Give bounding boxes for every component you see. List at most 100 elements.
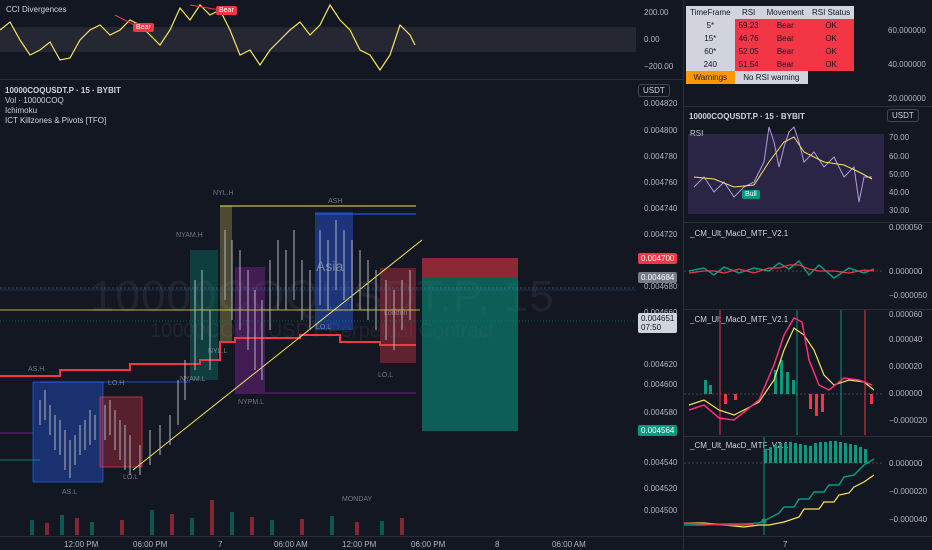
- macd1-title[interactable]: _CM_Ult_MacD_MTF_V2.1: [690, 229, 789, 238]
- rsi-label: RSI: [690, 129, 704, 138]
- macd3-axis-tick: −0.000020: [889, 487, 928, 496]
- rsi-row-tf: 15*: [704, 34, 717, 43]
- price-tick: 0.004500: [644, 506, 678, 515]
- zone-label-lo-l-1: LO.L: [123, 474, 139, 481]
- rsi-axis-tick: 50.00: [889, 170, 910, 179]
- rsi-axis-tick: 60.00: [889, 152, 910, 161]
- rsi-row-move: Bear: [762, 32, 808, 45]
- indicator-ichimoku[interactable]: Ichimoku: [5, 106, 38, 115]
- time-tick: 06:00 PM: [133, 540, 168, 549]
- price-tick: 0.004580: [644, 408, 678, 417]
- rsi-row-tf: 5*: [706, 21, 715, 30]
- zone-label-london: London: [384, 310, 408, 317]
- macd1-axis-tick: 0.000050: [889, 223, 923, 232]
- price-tick: 0.004720: [644, 230, 678, 239]
- time-tick: 7: [218, 540, 223, 549]
- rsi-row-value: 46.76: [734, 32, 763, 45]
- zone-label-nyl-h: NYL.H: [213, 190, 234, 197]
- rsi-row-status: OK: [807, 58, 855, 71]
- macd2-plot: [684, 310, 884, 435]
- rsi-row-status: OK: [807, 19, 855, 32]
- zone-label-nyam-l: NYAM.L: [180, 376, 206, 383]
- pane-separator[interactable]: [684, 106, 932, 107]
- rsi-row-value: 52.05: [734, 45, 763, 58]
- zone-label-ash: ASH: [328, 198, 343, 205]
- cci-axis-neg200: −200.00: [644, 62, 674, 71]
- watermark-description: 10000COQ / USDT Perpetual Contract: [150, 320, 495, 342]
- macd-pane-3[interactable]: _CM_Ult_MacD_MTF_V2.1 0.000000 −0.000020…: [684, 437, 932, 535]
- cci-bear-tag-1: Bear: [133, 23, 154, 32]
- price-tick: 0.004660: [644, 308, 677, 317]
- zone-label-nyl-l: NYL.L: [208, 348, 228, 355]
- currency-button[interactable]: USDT: [638, 84, 670, 97]
- warnings-label: Warnings: [686, 71, 735, 84]
- cci-axis-0: 0.00: [644, 35, 660, 44]
- time-tick: 06:00 AM: [274, 540, 308, 549]
- macd3-axis-tick: −0.000040: [889, 515, 928, 524]
- price-axis[interactable]: 0.004820 0.004800 0.004780 0.004760 0.00…: [638, 80, 683, 535]
- rsi-row-status: OK: [807, 32, 855, 45]
- bar-countdown: 07:50: [641, 323, 662, 332]
- price-tag-current: 0.004651 07:50: [638, 313, 678, 333]
- current-price: 0.004651: [641, 314, 675, 323]
- pane-separator[interactable]: [684, 436, 932, 437]
- right-time-axis[interactable]: 7: [684, 536, 932, 550]
- rsi-row-value: 51.54: [734, 58, 763, 71]
- th-movement: Movement: [766, 8, 804, 17]
- pane-separator[interactable]: [684, 222, 932, 223]
- th-timeframe: TimeFrame: [690, 8, 731, 17]
- right-chart-pane[interactable]: TimeFrame RSI Movement RSI Status 5* 59.…: [684, 0, 932, 550]
- price-tick: 0.004600: [644, 380, 678, 389]
- right-time-tick: 7: [783, 540, 788, 549]
- rsi-pane[interactable]: 10000COQUSDT.P · 15 · BYBIT USDT RSI Bul…: [684, 107, 932, 217]
- macd-pane-1[interactable]: _CM_Ult_MacD_MTF_V2.1 0.000050 0.000000 …: [684, 223, 932, 308]
- time-axis[interactable]: 12:00 PM 06:00 PM 7 06:00 AM 12:00 PM 06…: [0, 536, 683, 550]
- cci-bear-tag-2: Bear: [216, 6, 237, 15]
- layout-splitter[interactable]: [683, 0, 684, 550]
- main-price-pane[interactable]: 10000COQUSDT.P · 15 · BYBIT Vol · 10000C…: [0, 80, 683, 535]
- time-tick: 12:00 PM: [64, 540, 99, 549]
- price-tick: 0.004820: [644, 99, 678, 108]
- macd-pane-2[interactable]: _CM_Ult_MacD_MTF_V2.1 0.000060 0.000040 …: [684, 310, 932, 435]
- pane-separator[interactable]: [684, 309, 932, 310]
- right-currency-button[interactable]: USDT: [887, 109, 919, 122]
- legend-block: 10000COQUSDT.P · 15 · BYBIT Vol · 10000C…: [5, 86, 121, 126]
- zone-label-lo-l-2: LO.L: [378, 372, 394, 379]
- zone-label-monday: MONDAY: [342, 496, 373, 503]
- time-tick: 12:00 PM: [342, 540, 377, 549]
- rsi-table-pane: TimeFrame RSI Movement RSI Status 5* 59.…: [684, 0, 932, 105]
- rsi-row-move: Bear: [762, 45, 808, 58]
- top-axis-tick: 40.000000: [888, 60, 926, 69]
- rsi-axis-tick: 40.00: [889, 188, 910, 197]
- time-tick: 8: [495, 540, 500, 549]
- right-symbol-title[interactable]: 10000COQUSDT.P · 15 · BYBIT: [689, 112, 805, 121]
- price-tick: 0.004780: [644, 152, 678, 161]
- zone-label-as-h: AS.H: [28, 366, 45, 373]
- rsi-axis-tick: 30.00: [889, 206, 910, 215]
- rsi-row-move: Bear: [762, 19, 808, 32]
- top-axis-tick: 20.000000: [888, 94, 926, 103]
- rsi-row-move: Bear: [762, 58, 808, 71]
- th-rsi: RSI: [741, 8, 756, 17]
- indicator-volume[interactable]: Vol · 10000COQ: [5, 96, 64, 105]
- price-tag-grey: 0.004684: [638, 272, 678, 283]
- macd1-axis-tick: 0.000000: [889, 267, 923, 276]
- pane-separator[interactable]: [0, 79, 683, 80]
- th-status: RSI Status: [811, 8, 851, 17]
- price-tag-entry: 0.004700: [638, 253, 678, 264]
- macd2-title[interactable]: _CM_Ult_MacD_MTF_V2.1: [690, 315, 789, 324]
- warnings-value: No RSI warning: [734, 71, 808, 84]
- macd2-axis-tick: 0.000000: [889, 389, 923, 398]
- rsi-table: TimeFrame RSI Movement RSI Status 5* 59.…: [686, 6, 855, 84]
- cci-title: CCI Divergences: [6, 5, 67, 14]
- price-tick: 0.004540: [644, 458, 678, 467]
- price-tick: 0.004520: [644, 484, 678, 493]
- symbol-title[interactable]: 10000COQUSDT.P · 15 · BYBIT: [5, 86, 121, 95]
- rsi-axis-tick: 70.00: [889, 133, 910, 142]
- left-chart-pane[interactable]: CCI Divergences Bear Bear 200.00 0.00 −2…: [0, 0, 683, 550]
- zone-label-lo-h: LO.H: [108, 380, 125, 387]
- indicator-killzones[interactable]: ICT Killzones & Pivots [TFO]: [5, 116, 107, 125]
- macd3-title[interactable]: _CM_Ult_MacD_MTF_V2.1: [690, 441, 789, 450]
- time-tick: 06:00 PM: [411, 540, 446, 549]
- cci-pane[interactable]: CCI Divergences Bear Bear 200.00 0.00 −2…: [0, 0, 683, 78]
